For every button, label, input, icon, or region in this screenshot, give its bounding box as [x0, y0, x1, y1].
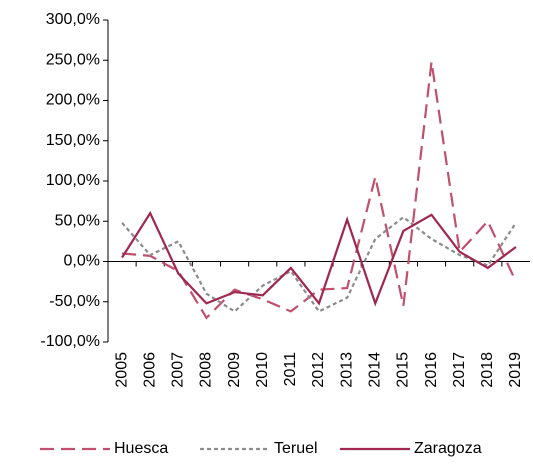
x-tick-label: 2014 [366, 352, 383, 388]
series-line [121, 210, 517, 307]
y-tick-label: 50,0% [55, 212, 100, 229]
x-tick-label: 2019 [507, 352, 524, 388]
x-tick-label: 2011 [282, 352, 299, 387]
x-tick-label: 2005 [113, 352, 130, 388]
y-tick-label: -100,0% [40, 333, 100, 350]
series-line [121, 215, 517, 313]
x-tick-label: 2018 [479, 352, 496, 388]
x-tick-label: 2012 [310, 352, 327, 388]
series-line [121, 61, 517, 320]
y-tick-label: 100,0% [46, 172, 100, 189]
y-tick-label: -50,0% [49, 293, 100, 310]
x-tick-label: 2015 [395, 352, 412, 388]
x-tick-label: 2008 [198, 352, 215, 388]
x-tick-label: 2010 [254, 352, 271, 388]
x-tick-label: 2006 [141, 352, 158, 388]
x-tick-label: 2013 [338, 352, 355, 388]
y-tick-label: 0,0% [64, 253, 100, 270]
legend-label: Zaragoza [414, 440, 482, 457]
y-tick-label: 200,0% [46, 92, 100, 109]
legend-label: Teruel [274, 440, 318, 457]
x-tick-label: 2007 [170, 352, 187, 388]
x-tick-label: 2009 [226, 352, 243, 388]
x-tick-label: 2016 [423, 352, 440, 388]
legend-label: Huesca [114, 440, 168, 457]
y-tick-label: 150,0% [46, 132, 100, 149]
y-tick-label: 250,0% [46, 51, 100, 68]
y-tick-label: 300,0% [46, 11, 100, 28]
x-tick-label: 2017 [451, 352, 468, 388]
